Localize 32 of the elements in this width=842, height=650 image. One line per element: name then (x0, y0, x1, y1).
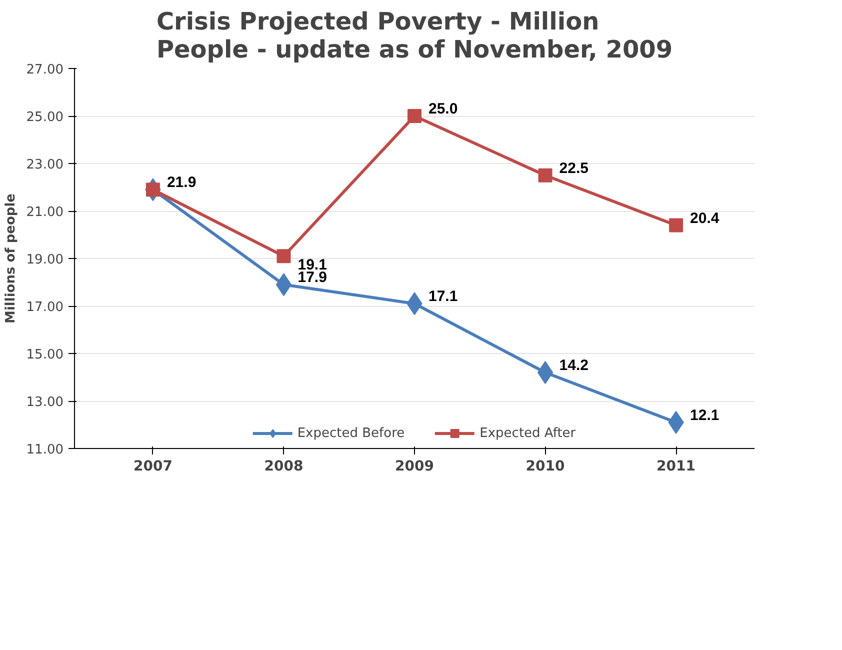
y-tick-label: 21.00 (26, 205, 64, 220)
y-tick-label: 15.00 (26, 348, 64, 362)
point (276, 273, 292, 296)
point (669, 218, 684, 232)
x-tick-label: 2011 (656, 458, 696, 474)
point (537, 361, 554, 384)
point (538, 168, 552, 182)
y-axis-title: Millions of people (3, 193, 18, 324)
point (276, 249, 291, 264)
data-label: 21.9 (166, 174, 196, 192)
data-label: 25.0 (428, 100, 458, 118)
y-tick-label: 11.00 (26, 442, 64, 458)
data-label: 14.2 (559, 357, 588, 374)
x-tick-label: 2008 (264, 458, 304, 474)
data-label: 17.9 (298, 269, 327, 286)
data-label: 12.1 (690, 406, 720, 424)
y-tick-label: 23.00 (26, 158, 64, 172)
x-tick-label: 2007 (133, 458, 172, 474)
data-label: 20.4 (690, 210, 720, 227)
data-label: 22.5 (559, 160, 588, 177)
x-tick-label: 2010 (526, 458, 566, 474)
point (408, 109, 422, 123)
y-tick-label: 13.00 (26, 395, 64, 410)
x-tick-label: 2009 (395, 458, 434, 474)
y-tick-label: 25.00 (26, 110, 64, 125)
y-tick-label: 19.00 (26, 252, 64, 268)
y-tick-label: 27.00 (26, 62, 64, 78)
y-tick-label: 17.00 (26, 300, 64, 315)
data-label: 17.1 (428, 288, 458, 306)
chart-title: Crisis Projected Poverty - Million People - update as of November, 2009 (156, 8, 673, 64)
legend-label: Expected After (480, 426, 576, 440)
legend-label: Expected Before (297, 426, 405, 440)
